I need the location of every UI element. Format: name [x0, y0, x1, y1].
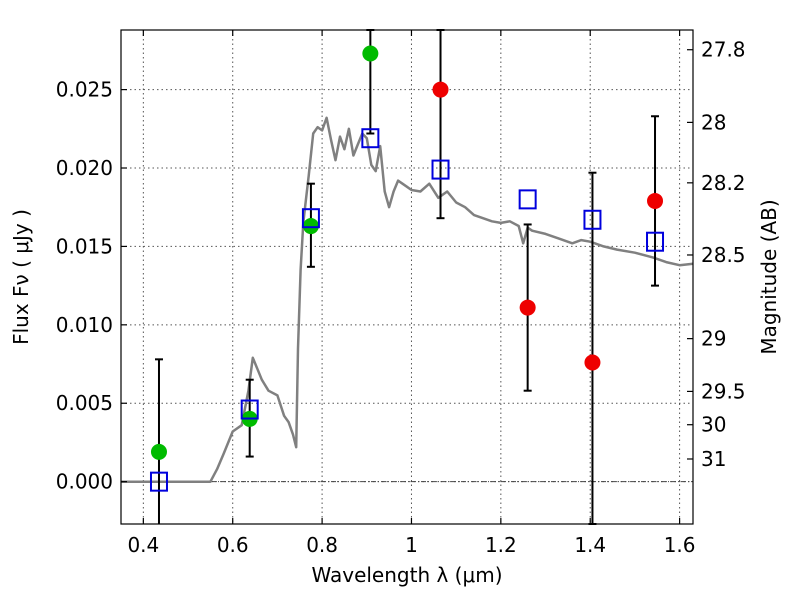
upper-limit-point	[519, 299, 536, 316]
y-tick-label: 0.015	[56, 234, 113, 258]
model-square-marker	[646, 231, 665, 252]
x-tick-label: 1	[405, 533, 418, 557]
model-square-marker	[583, 209, 602, 230]
model-square-marker	[361, 128, 380, 149]
y-tick-label: 0.010	[56, 313, 113, 337]
right-tick-label: 29	[701, 327, 726, 351]
x-tick-label: 0.6	[217, 533, 249, 557]
upper-limit-point	[647, 192, 664, 209]
y-axis-title: Flux Fν ( μJy )	[9, 209, 33, 345]
x-tick-label: 1.4	[574, 533, 606, 557]
spectrum-line	[121, 116, 694, 483]
model-square-marker	[518, 189, 537, 210]
detection-point	[302, 218, 319, 235]
spectrum-layer	[121, 116, 694, 483]
y-tick-label: 0.025	[56, 78, 113, 102]
upper-limit-point	[584, 354, 601, 371]
model-square-marker	[301, 208, 320, 229]
tick-layer: 0.4 0.6 0.8 1 1.2 1.4 1.6 0.000 0.005 0.010 0.015 0…	[56, 30, 746, 557]
model-square-marker	[149, 471, 168, 492]
x-tick-label: 1.2	[485, 533, 517, 557]
x-tick-label: 0.4	[127, 533, 159, 557]
model-square-marker	[240, 399, 259, 420]
y-tick-label: 0.020	[56, 156, 113, 180]
right-tick-label: 28.2	[701, 171, 746, 195]
marker-layer	[149, 45, 665, 492]
right-tick-label: 28.5	[701, 243, 746, 267]
y-tick-label: 0.005	[56, 391, 113, 415]
x-tick-label: 1.6	[664, 533, 696, 557]
x-axis-title: Wavelength λ (μm)	[311, 563, 502, 587]
grid-layer	[121, 30, 693, 524]
errorbar-layer	[154, 29, 660, 525]
right-tick-label: 29.5	[701, 379, 746, 403]
right-tick-label: 27.8	[701, 38, 746, 62]
detection-point	[362, 45, 379, 62]
x-tick-label: 0.8	[306, 533, 338, 557]
right-axis-title: Magnitude (AB)	[757, 199, 781, 354]
right-tick-label: 28	[701, 110, 726, 134]
right-tick-label: 31	[701, 447, 726, 471]
right-tick-label: 30	[701, 413, 726, 437]
model-square-marker	[431, 159, 450, 180]
detection-point	[150, 443, 167, 460]
upper-limit-point	[432, 81, 449, 98]
y-tick-label: 0.000	[56, 470, 113, 494]
plot-frame	[120, 29, 694, 525]
